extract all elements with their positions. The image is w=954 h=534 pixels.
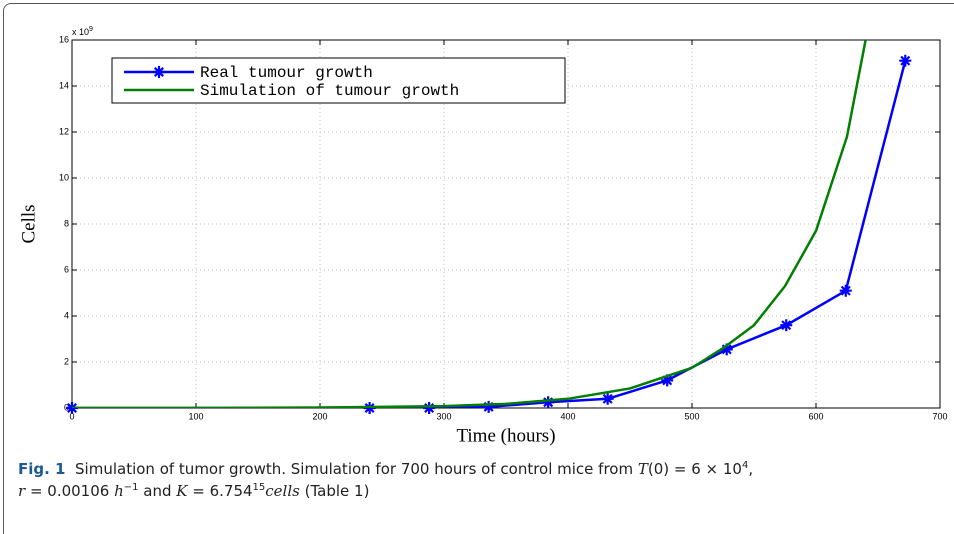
caption-math: T: [637, 460, 648, 478]
y-axis-label: Cells: [18, 204, 39, 243]
data-point: [482, 400, 495, 413]
y-tick-label: 12: [59, 126, 69, 136]
y-tick-label: 2: [64, 356, 69, 366]
data-point: [899, 54, 912, 67]
y-tick-label: 10: [59, 172, 69, 182]
caption-math: r: [18, 482, 26, 500]
legend-label: Simulation of tumour growth: [200, 82, 459, 100]
x-tick-label: 700: [932, 411, 947, 421]
y-tick-label: 16: [59, 34, 69, 44]
x-tick-label: 0: [69, 411, 74, 421]
caption: Fig. 1 Simulation of tumor growth. Simul…: [18, 458, 938, 502]
y-tick-label: 8: [64, 218, 69, 228]
caption-sup: 15: [252, 482, 266, 493]
caption-text: Simulation of tumor growth. Simulation f…: [75, 460, 638, 478]
data-point: [839, 284, 852, 297]
caption-text: = 6.754: [187, 482, 253, 500]
y-tick-label: 4: [64, 310, 69, 320]
multiplier-exp: 9: [89, 26, 93, 33]
caption-math: cells: [265, 482, 300, 500]
data-point: [542, 396, 555, 409]
series-line: [72, 40, 867, 408]
data-point: [423, 402, 436, 414]
caption-label: Fig. 1: [18, 460, 66, 478]
caption-sup: 4: [741, 460, 749, 471]
data-point: [720, 343, 733, 356]
caption-text: (Table 1): [299, 482, 370, 500]
y-tick-label: 6: [64, 264, 69, 274]
x-tick-label: 500: [684, 411, 699, 421]
caption-text: (0) = 6 × 10: [647, 460, 742, 478]
plot-box: [71, 39, 941, 409]
x-tick-label: 200: [312, 411, 327, 421]
caption-text: and: [138, 482, 177, 500]
x-tick-label: 100: [188, 411, 203, 421]
multiplier-base: x 10: [72, 27, 89, 37]
caption-math: h: [114, 482, 124, 500]
x-axis-label: Time (hours): [456, 425, 555, 446]
data-point: [661, 374, 674, 387]
data-point: [780, 319, 793, 332]
x-tick-label: 400: [560, 411, 575, 421]
caption-sup: −1: [123, 482, 139, 493]
legend-label: Real tumour growth: [200, 64, 373, 82]
series-line: [72, 60, 907, 408]
x-tick-label: 300: [436, 411, 451, 421]
legend-marker: [153, 66, 165, 78]
figure-frame: [3, 3, 954, 534]
legend-box: [111, 57, 566, 104]
data-point: [601, 392, 614, 405]
y-multiplier: x 109: [72, 26, 93, 38]
y-tick-label: 14: [59, 80, 69, 90]
caption-text: = 0.00106: [25, 482, 115, 500]
page: {"chart_data": { "type": "line", "xlabel…: [3, 3, 954, 534]
x-tick-label: 600: [808, 411, 823, 421]
caption-text: ,: [748, 460, 754, 478]
caption-math: K: [176, 482, 188, 500]
